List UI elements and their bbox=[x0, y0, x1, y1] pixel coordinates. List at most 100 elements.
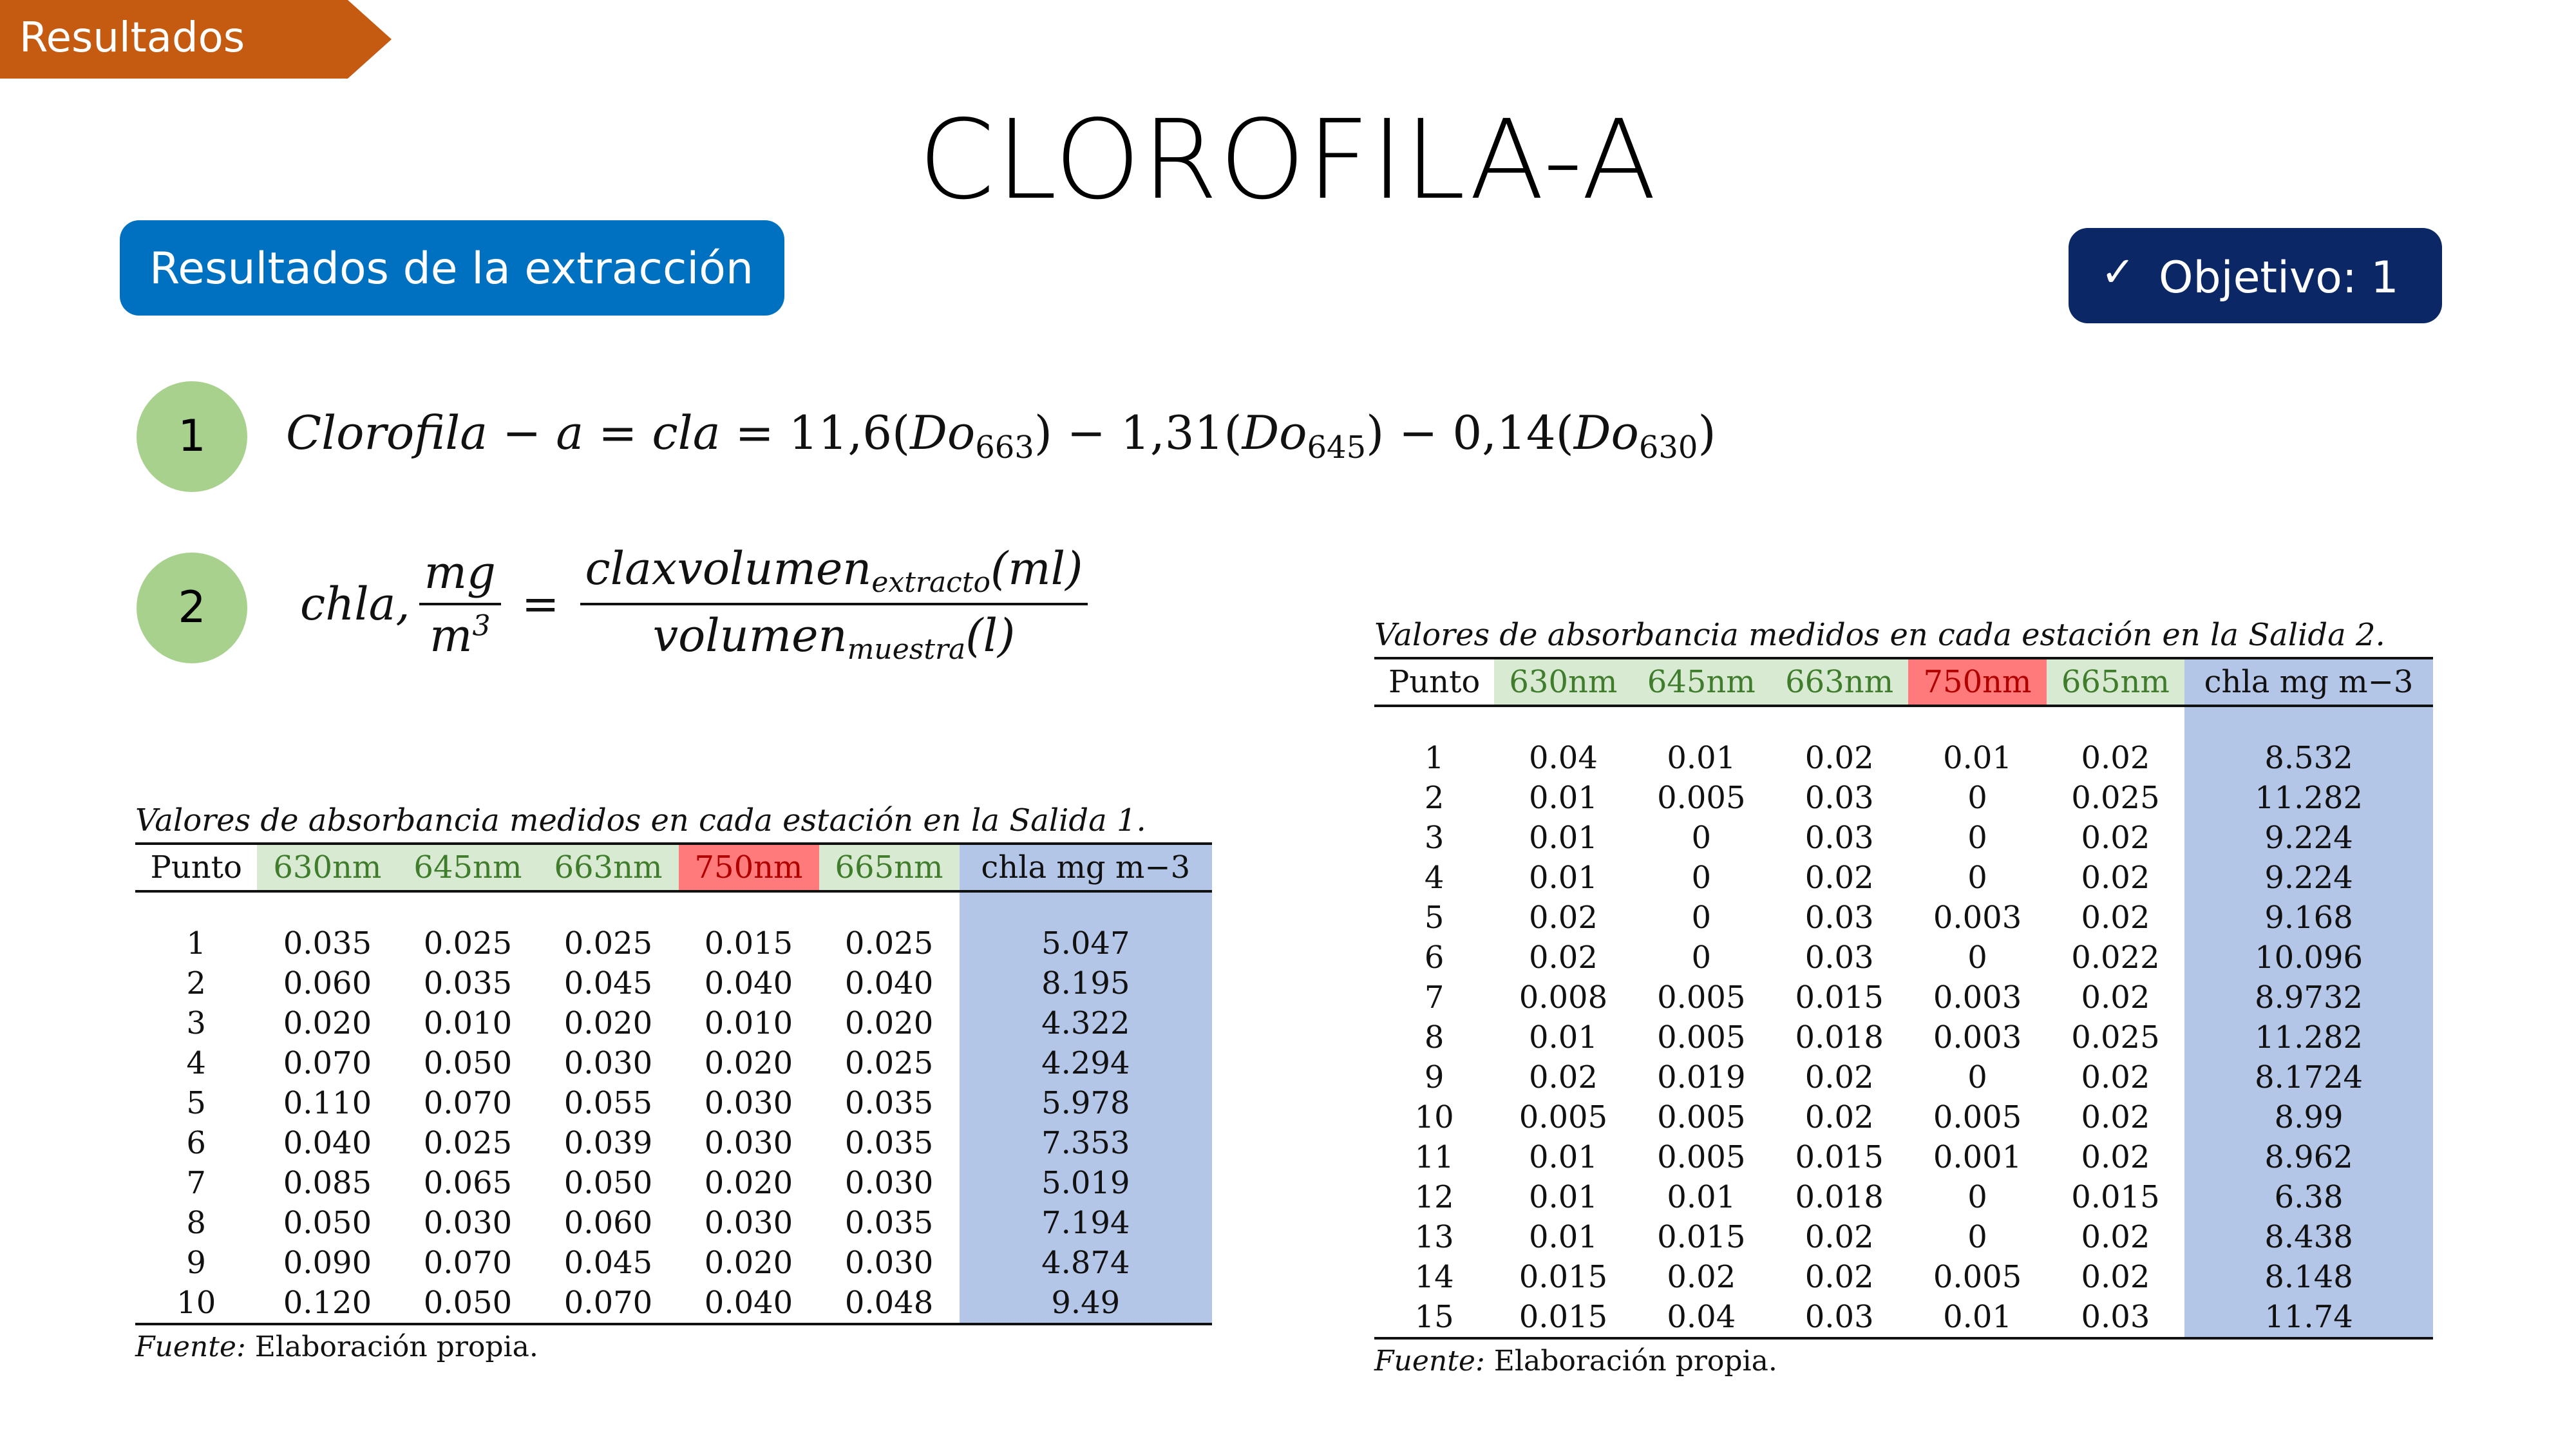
table-salida-1: Valores de absorbancia medidos en cada e… bbox=[135, 802, 1212, 1363]
table-cell: 0.035 bbox=[844, 1085, 934, 1121]
table-cell: 9.224 bbox=[2184, 858, 2433, 898]
table-cell: 0.02 bbox=[1804, 1099, 1874, 1135]
header-630nm: 630nm bbox=[1494, 658, 1633, 706]
table-cell: 0.022 bbox=[2071, 940, 2160, 976]
table-cell: 11.282 bbox=[2184, 1018, 2433, 1057]
header-663nm: 663nm bbox=[538, 844, 679, 891]
table-cell: 0 bbox=[1967, 940, 1987, 976]
header-chla: chla mg m−3 bbox=[2184, 658, 2433, 706]
table-cell: 0.030 bbox=[704, 1125, 793, 1161]
table-cell: 8.1724 bbox=[2184, 1057, 2433, 1097]
table-row: 6 0.02 0 0.03 0 0.022 10.096 bbox=[1374, 938, 2433, 978]
table-cell: 0.020 bbox=[283, 1005, 372, 1041]
table-row: 7 0.085 0.065 0.050 0.020 0.030 5.019 bbox=[135, 1163, 1212, 1203]
table-cell: 0.008 bbox=[1519, 980, 1608, 1016]
table-cell: 0.030 bbox=[704, 1085, 793, 1121]
coef-1: 11,6 bbox=[788, 406, 893, 460]
table-row: 10 0.005 0.005 0.02 0.005 0.02 8.99 bbox=[1374, 1097, 2433, 1137]
table-cell: 0.02 bbox=[2081, 1139, 2150, 1175]
formula-2-lhs: chla, bbox=[300, 578, 410, 630]
table-cell: 0 bbox=[1967, 780, 1987, 816]
table-cell: 0.035 bbox=[844, 1205, 934, 1241]
table-cell: 0.005 bbox=[1657, 780, 1746, 816]
table-row: 11 0.01 0.005 0.015 0.001 0.02 8.962 bbox=[1374, 1137, 2433, 1177]
units-numerator: mg bbox=[419, 546, 501, 605]
table-cell: 4 bbox=[186, 1045, 206, 1081]
table-cell: 0.03 bbox=[1804, 780, 1874, 816]
table-cell: 0.03 bbox=[1804, 900, 1874, 936]
table-cell: 0.02 bbox=[2081, 820, 2150, 856]
table-cell: 0.020 bbox=[844, 1005, 934, 1041]
header-punto: Punto bbox=[150, 849, 242, 886]
table-cell: 10.096 bbox=[2184, 938, 2433, 978]
formula-1: Clorofila − a = cla = 11,6(Do663) − 1,31… bbox=[286, 406, 1716, 466]
table-cell: 0.02 bbox=[1804, 1059, 1874, 1095]
table-row: 15 0.015 0.04 0.03 0.01 0.03 11.74 bbox=[1374, 1297, 2433, 1338]
table-cell: 0.025 bbox=[2071, 1019, 2160, 1056]
table-cell: 11.74 bbox=[2184, 1297, 2433, 1338]
wavelength-subscript: 663 bbox=[975, 430, 1034, 466]
table-cell: 1 bbox=[186, 925, 206, 961]
objective-label: Objetivo: 1 bbox=[2159, 252, 2399, 303]
table-cell: 0.005 bbox=[1657, 980, 1746, 1016]
formula-1-lhs: Clorofila − a = cla = bbox=[286, 406, 789, 460]
table-cell: 10 bbox=[176, 1285, 216, 1321]
table-row: 8 0.01 0.005 0.018 0.003 0.025 11.282 bbox=[1374, 1018, 2433, 1057]
table-cell: 6 bbox=[1424, 940, 1444, 976]
table-cell: 0.040 bbox=[844, 965, 934, 1001]
table-cell: 0.01 bbox=[1943, 1299, 2012, 1335]
table-cell: 7.194 bbox=[959, 1203, 1212, 1243]
table-cell: 0.035 bbox=[283, 925, 372, 961]
section-tag-label: Resultados bbox=[19, 14, 245, 62]
table-row: 13 0.01 0.015 0.02 0 0.02 8.438 bbox=[1374, 1217, 2433, 1257]
subtitle-pill: Resultados de la extracción bbox=[120, 220, 784, 316]
table-cell: 0.04 bbox=[1667, 1299, 1736, 1335]
absorbance-table: Punto 630nm 645nm 663nm 750nm 665nm chla… bbox=[135, 842, 1212, 1325]
table-cell: 0.02 bbox=[2081, 980, 2150, 1016]
table-cell: 0 bbox=[1691, 900, 1712, 936]
table-cell: 0.02 bbox=[2081, 1099, 2150, 1135]
table-row: 7 0.008 0.005 0.015 0.003 0.02 8.9732 bbox=[1374, 978, 2433, 1018]
table-cell: 0 bbox=[1691, 860, 1712, 896]
table-cell: 0.015 bbox=[704, 925, 793, 961]
table-cell: 0.02 bbox=[1804, 740, 1874, 776]
table-salida-2: Valores de absorbancia medidos en cada e… bbox=[1374, 617, 2433, 1378]
table-cell: 0.005 bbox=[1519, 1099, 1608, 1135]
table-cell: 0.018 bbox=[1795, 1179, 1884, 1215]
table-cell: 0.035 bbox=[844, 1125, 934, 1161]
table-cell: 0.01 bbox=[1943, 740, 2012, 776]
table-cell: 7.353 bbox=[959, 1123, 1212, 1163]
table-row: 2 0.01 0.005 0.03 0 0.025 11.282 bbox=[1374, 778, 2433, 818]
table-cell: 2 bbox=[186, 965, 206, 1001]
table-cell: 0.01 bbox=[1528, 860, 1598, 896]
table-cell: 4.874 bbox=[959, 1243, 1212, 1283]
table-cell: 0.050 bbox=[564, 1165, 653, 1201]
table-cell: 7 bbox=[1424, 980, 1444, 1016]
table-cell: 0.005 bbox=[1657, 1099, 1746, 1135]
table-cell: 0.02 bbox=[2081, 860, 2150, 896]
header-630nm: 630nm bbox=[257, 844, 398, 891]
header-645nm: 645nm bbox=[397, 844, 538, 891]
table-cell: 0.003 bbox=[1933, 980, 2022, 1016]
do-term: Do bbox=[1573, 406, 1639, 460]
table-cell: 13 bbox=[1414, 1219, 1454, 1255]
table-cell: 0.01 bbox=[1528, 1139, 1598, 1175]
table-cell: 0.090 bbox=[283, 1245, 372, 1281]
table-cell: 4 bbox=[1424, 860, 1444, 896]
table-cell: 0.015 bbox=[1519, 1259, 1608, 1295]
table-cell: 0.030 bbox=[564, 1045, 653, 1081]
table-cell: 4.322 bbox=[959, 1003, 1212, 1043]
table-cell: 0.020 bbox=[564, 1005, 653, 1041]
table-cell: 0.015 bbox=[2071, 1179, 2160, 1215]
table-cell: 0.02 bbox=[2081, 740, 2150, 776]
table-cell: 8.962 bbox=[2184, 1137, 2433, 1177]
table-cell: 0.019 bbox=[1657, 1059, 1746, 1095]
table-cell: 0.02 bbox=[1528, 940, 1598, 976]
table-cell: 8 bbox=[186, 1205, 206, 1241]
table-cell: 0.065 bbox=[423, 1165, 513, 1201]
table-row: 5 0.110 0.070 0.055 0.030 0.035 5.978 bbox=[135, 1083, 1212, 1123]
table-cell: 3 bbox=[186, 1005, 206, 1041]
table-cell: 0 bbox=[1967, 1179, 1987, 1215]
table-header-row: Punto 630nm 645nm 663nm 750nm 665nm chla… bbox=[135, 844, 1212, 891]
table-cell: 0.045 bbox=[564, 1245, 653, 1281]
